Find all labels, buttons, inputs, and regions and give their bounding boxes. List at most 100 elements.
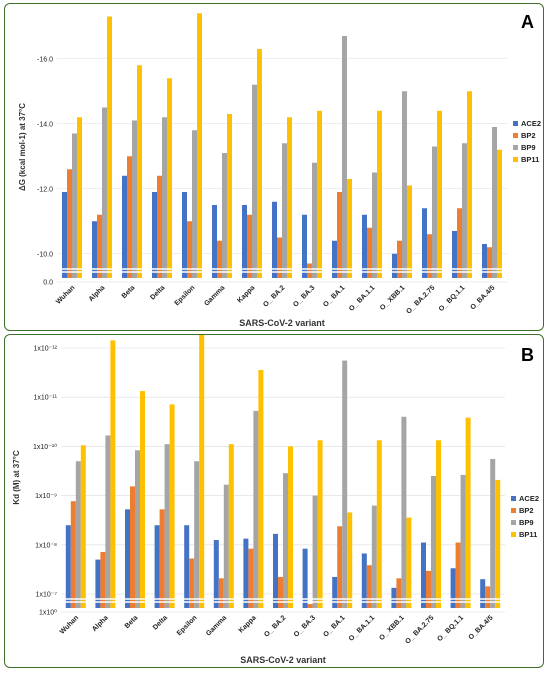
chart-b-bar-ace2-o-xbb-1 [391, 587, 397, 608]
chart-b-bar-bp11-alpha [110, 340, 116, 608]
chart-b-bar-bp9-o-ba-1-1 [371, 505, 377, 608]
chart-b-bar-bp2-o-bq-1-1 [455, 542, 461, 608]
chart-a-bar-ace2-o-xbb-1 [392, 253, 397, 278]
chart-a-bar-ace2-o-ba-2-75 [422, 208, 427, 278]
chart-a-y-axis-title: ΔG (kcal mol-1) at 37°C [18, 103, 27, 191]
chart-a-legend-swatch-ace2 [513, 121, 518, 126]
chart-a-category-label-o-ba-2: O_ BA.2 [262, 284, 286, 308]
chart-b-category-label-epsilon: Epsilon [176, 614, 199, 637]
chart-b-bar-ace2-o-ba-3 [302, 548, 308, 608]
chart-b-category-label-delta: Delta [152, 614, 169, 631]
chart-b-bar-bp9-beta [135, 450, 140, 608]
chart-a-legend-swatch-bp9 [513, 145, 518, 150]
chart-b-y-tick-1: 1x10⁻⁸ [35, 542, 57, 549]
chart-a-bar-ace2-alpha [92, 221, 97, 278]
chart-a-bar-bp11-beta [137, 65, 142, 278]
chart-a-bar-ace2-o-ba-2 [272, 201, 277, 278]
chart-a-bar-bp9-gamma [222, 153, 227, 278]
chart-b-bar-bp11-o-ba-2-75 [436, 440, 441, 608]
chart-b-legend-label-bp2: BP2 [519, 506, 534, 515]
chart-a-bar-bp11-wuhan [77, 117, 82, 278]
panel-a: Wuhan Alpha Beta Delta Epsilon Gamma Kappa O_ B… [4, 3, 544, 331]
chart-b-category-label-o-xbb-1: O_ XBB.1 [378, 614, 406, 642]
chart-a-bar-bp11-gamma [227, 114, 232, 278]
chart-a-bar-bp11-o-ba-3 [317, 110, 322, 278]
chart-a-bar-bp11-o-xbb-1 [407, 185, 412, 278]
chart-b-category-label-o-ba-2-75: O_ BA.2.75 [404, 614, 435, 645]
chart-b-category-label-o-ba-2: O_ BA.2 [263, 614, 287, 638]
chart-b-panel-letter: B [521, 345, 534, 365]
chart-b-bar-bp9-o-xbb-1 [401, 416, 407, 608]
chart-a-bar-bp2-alpha [97, 214, 102, 278]
chart-a-bar-bp2-o-ba-3 [307, 263, 312, 278]
chart-b-y-axis-title: Kd (M) at 37°C [12, 450, 21, 505]
chart-b-bar-ace2-delta [154, 525, 160, 608]
chart-a-category-label-kappa: Kappa [236, 284, 256, 304]
chart-b-bar-bp11-epsilon [199, 333, 205, 608]
chart-a-bar-ace2-delta [152, 192, 157, 278]
chart-a-y-tick-3: -16.0 [37, 56, 53, 63]
chart-a-bar-ace2-o-bq-1-1 [452, 231, 457, 278]
chart-a-legend-label-bp2: BP2 [521, 131, 536, 140]
chart-b-bar-bp11-beta [140, 391, 145, 608]
chart-a-bar-bp9-o-bq-1-1 [462, 143, 467, 278]
chart-a-category-label-o-ba-4-5: O_BA.4/5 [469, 284, 496, 311]
chart-a-bar-bp11-alpha [107, 16, 112, 278]
chart-b-category-label-o-ba-3: O_ BA.3 [293, 614, 317, 638]
chart-b-category-label-kappa: Kappa [238, 614, 258, 634]
chart-b-bar-bp9-o-ba-4-5 [490, 458, 496, 608]
chart-b-bar-bp11-o-ba-2 [288, 446, 293, 608]
chart-b-bar-bp9-o-ba-1 [342, 360, 348, 608]
chart-a-bar-bp2-o-ba-4-5 [487, 247, 492, 278]
chart-a-bar-ace2-o-ba-1 [332, 240, 337, 278]
chart-a-bar-bp9-wuhan [72, 133, 77, 278]
chart-b-legend-label-bp11: BP11 [519, 530, 537, 539]
chart-a-bar-bp9-beta [132, 120, 137, 278]
chart-a-bar-bp9-o-ba-2-75 [432, 146, 437, 278]
chart-b-bar-bp11-o-ba-4-5 [495, 479, 501, 608]
chart-b-category-label-gamma: Gamma [205, 614, 228, 637]
chart-b-bar-bp2-o-ba-3 [307, 604, 313, 608]
chart-a-bar-bp11-o-ba-2 [287, 117, 292, 278]
chart-b-bar-bp2-o-ba-2-75 [426, 570, 431, 608]
chart-a-y-tick-2: -14.0 [37, 121, 53, 128]
chart-b-legend-label-bp9: BP9 [519, 518, 534, 527]
chart-b-bar-bp9-o-bq-1-1 [460, 474, 466, 608]
chart-a-bar-bp11-o-ba-2-75 [437, 110, 442, 278]
chart-b-category-label-beta: Beta [124, 614, 140, 630]
chart-b-bar-ace2-o-ba-2-75 [421, 542, 426, 608]
chart-b-bar-ace2-epsilon [184, 525, 190, 608]
chart-a-legend-swatch-bp11 [513, 157, 518, 162]
chart-b-bar-bp9-alpha [105, 435, 111, 608]
chart-b-bar-ace2-o-ba-4-5 [480, 579, 486, 608]
chart-a-bar-ace2-kappa [242, 205, 247, 278]
chart-a-bar-ace2-o-ba-3 [302, 214, 307, 278]
chart-b-bar-bp2-o-xbb-1 [396, 578, 402, 608]
chart-a-y-tick-zero: 0.0 [43, 280, 53, 287]
chart-b-bar-bp2-o-ba-4-5 [485, 586, 491, 608]
chart-a-bar-bp2-beta [127, 156, 132, 278]
chart-a-category-label-gamma: Gamma [203, 284, 226, 307]
chart-a-legend-label-bp11: BP11 [521, 155, 539, 164]
chart-a-bar-bp2-epsilon [187, 221, 192, 278]
chart-a-bar-bp9-epsilon [192, 130, 197, 278]
chart-a-bar-bp2-delta [157, 175, 162, 278]
chart-b-category-label-wuhan: Wuhan [59, 614, 80, 635]
chart-b-bar-ace2-gamma [213, 540, 219, 608]
chart-a-bar-bp9-o-xbb-1 [402, 91, 407, 278]
chart-a-bar-bp11-o-bq-1-1 [467, 91, 472, 278]
chart-a-legend-label-bp9: BP9 [521, 143, 536, 152]
chart-a-category-label-o-bq-1-1: O_ BQ.1.1 [438, 284, 467, 313]
chart-a-bar-bp9-o-ba-2 [282, 143, 287, 278]
chart-a-y-tick-0: -10.0 [37, 251, 53, 258]
chart-a: Wuhan Alpha Beta Delta Epsilon Gamma Kappa O_ B… [18, 12, 541, 328]
chart-b-bar-ace2-o-ba-2 [273, 533, 278, 608]
chart-b-legend-label-ace2: ACE2 [519, 494, 539, 503]
chart-b-bar-bp9-gamma [223, 484, 229, 608]
chart-b-bar-bp2-epsilon [189, 558, 195, 608]
chart-b-bar-bp9-o-ba-2 [283, 473, 288, 608]
chart-b-bar-bp9-kappa [253, 410, 259, 608]
chart-a-bar-ace2-wuhan [62, 192, 67, 278]
chart-a-bar-bp11-kappa [257, 49, 262, 278]
chart-b-bar-bp11-o-ba-1 [347, 512, 353, 608]
